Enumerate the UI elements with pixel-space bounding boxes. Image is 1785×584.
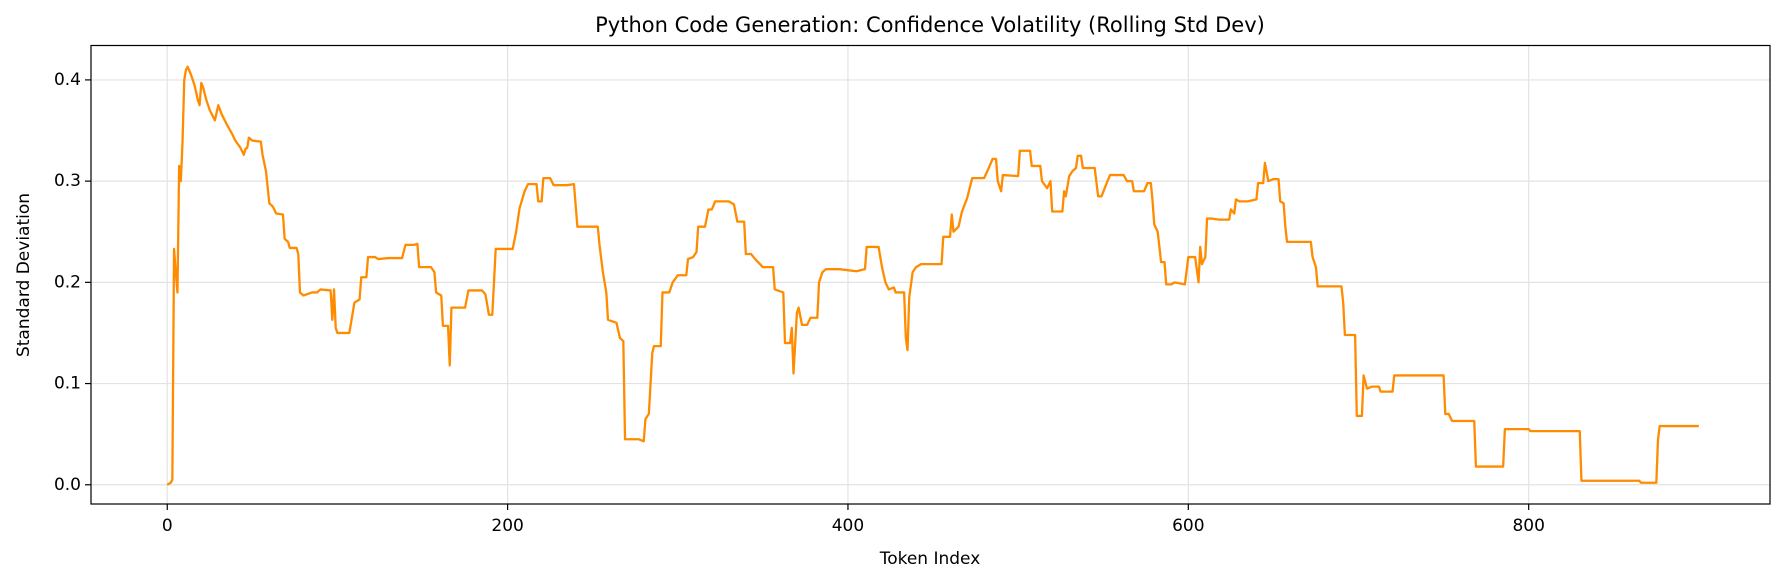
y-tick-label: 0.2 [54,272,81,292]
y-tick-label: 0.3 [54,171,81,191]
data-line [166,65,1699,486]
x-tick-label: 200 [491,516,523,536]
plot-frame [90,44,1771,505]
x-tick-label: 0 [162,516,173,536]
y-tick-label: 0.0 [54,475,81,495]
y-tick-label: 0.1 [54,374,81,394]
y-tick-label: 0.4 [54,70,81,90]
x-tick-label: 800 [1512,516,1544,536]
x-axis-label: Token Index [879,549,981,569]
chart-title: Python Code Generation: Confidence Volat… [595,13,1265,37]
y-axis-label: Standard Deviation [14,193,34,357]
x-tick-label: 400 [832,516,864,536]
x-tick-label: 600 [1172,516,1204,536]
